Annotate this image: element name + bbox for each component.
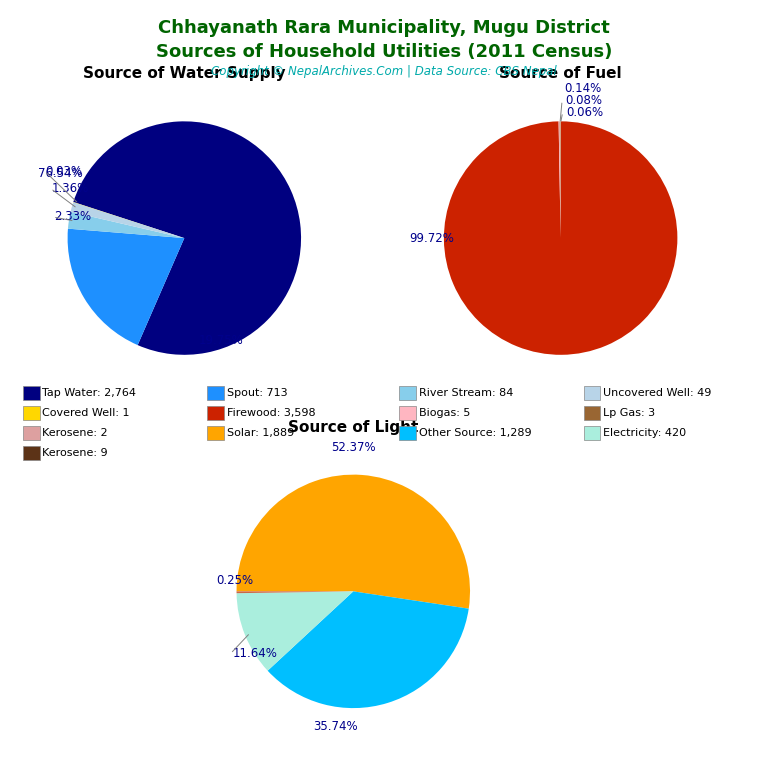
Text: 52.37%: 52.37% — [331, 441, 376, 454]
Text: Uncovered Well: 49: Uncovered Well: 49 — [603, 388, 711, 399]
Text: 99.72%: 99.72% — [409, 232, 454, 244]
Text: 19.75%: 19.75% — [198, 334, 243, 347]
Text: 2.33%: 2.33% — [54, 210, 91, 223]
Text: Other Source: 1,289: Other Source: 1,289 — [419, 428, 531, 439]
Text: Biogas: 5: Biogas: 5 — [419, 408, 470, 419]
Text: Covered Well: 1: Covered Well: 1 — [42, 408, 130, 419]
Wedge shape — [68, 212, 184, 238]
Wedge shape — [68, 229, 184, 345]
Text: 1.36%: 1.36% — [51, 182, 89, 195]
Text: River Stream: 84: River Stream: 84 — [419, 388, 513, 399]
Text: 0.06%: 0.06% — [566, 105, 604, 118]
Wedge shape — [268, 591, 468, 708]
Text: Electricity: 420: Electricity: 420 — [603, 428, 686, 439]
Wedge shape — [560, 121, 561, 238]
Title: Source of Fuel: Source of Fuel — [499, 66, 622, 81]
Text: 76.54%: 76.54% — [38, 167, 83, 180]
Text: Spout: 713: Spout: 713 — [227, 388, 287, 399]
Wedge shape — [237, 591, 353, 593]
Text: 0.03%: 0.03% — [45, 164, 83, 177]
Text: 0.14%: 0.14% — [564, 82, 602, 95]
Text: Kerosene: 9: Kerosene: 9 — [42, 448, 108, 458]
Text: Copyright © NepalArchives.Com | Data Source: CBS Nepal: Copyright © NepalArchives.Com | Data Sou… — [211, 65, 557, 78]
Text: Firewood: 3,598: Firewood: 3,598 — [227, 408, 316, 419]
Text: Chhayanath Rara Municipality, Mugu District
Sources of Household Utilities (2011: Chhayanath Rara Municipality, Mugu Distr… — [156, 19, 612, 61]
Wedge shape — [444, 121, 677, 355]
Text: Lp Gas: 3: Lp Gas: 3 — [603, 408, 655, 419]
Text: Solar: 1,889: Solar: 1,889 — [227, 428, 294, 439]
Text: Tap Water: 2,764: Tap Water: 2,764 — [42, 388, 137, 399]
Wedge shape — [73, 202, 184, 238]
Text: 0.25%: 0.25% — [217, 574, 254, 588]
Text: 11.64%: 11.64% — [233, 647, 278, 660]
Title: Source of Water Supply: Source of Water Supply — [83, 66, 286, 81]
Wedge shape — [73, 121, 301, 355]
Wedge shape — [71, 202, 184, 238]
Wedge shape — [558, 121, 561, 238]
Wedge shape — [237, 591, 353, 670]
Text: 35.74%: 35.74% — [313, 720, 358, 733]
Text: 0.08%: 0.08% — [565, 94, 603, 107]
Title: Source of Light: Source of Light — [288, 419, 419, 435]
Wedge shape — [237, 475, 470, 609]
Text: Kerosene: 2: Kerosene: 2 — [42, 428, 108, 439]
